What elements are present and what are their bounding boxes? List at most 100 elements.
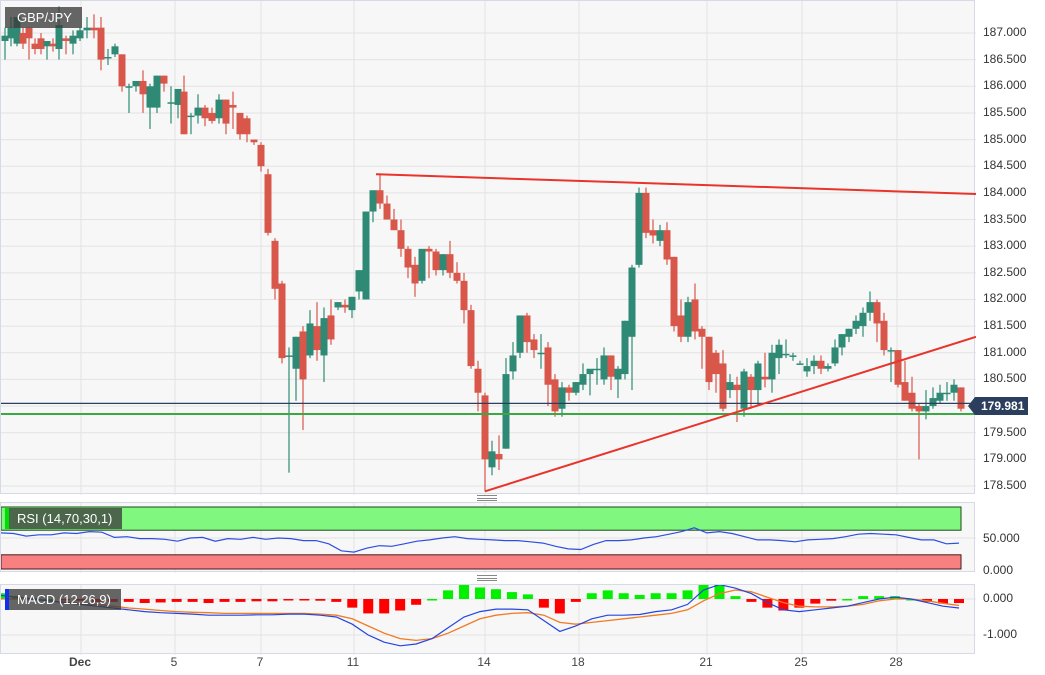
rsi-color-indicator: [5, 508, 9, 529]
candle: [852, 315, 860, 335]
candle: [264, 168, 272, 236]
candle: [118, 54, 126, 92]
candle: [334, 302, 342, 311]
candle: [621, 320, 629, 380]
rsi-tag: RSI (14,70,30,1): [5, 508, 123, 529]
symbol-label: GBP/JPY: [17, 10, 72, 25]
candle: [803, 358, 811, 377]
candle: [761, 352, 769, 388]
candle: [167, 86, 175, 124]
lower-support-trendline: [484, 335, 976, 493]
candle: [782, 339, 790, 359]
candle: [586, 368, 594, 396]
candle: [397, 219, 405, 257]
macd-axis-tick-neg1: -1.000: [983, 627, 1018, 641]
candle: [376, 174, 384, 209]
candle: [691, 283, 699, 340]
time-axis-tick: 5: [170, 655, 178, 669]
candle: [845, 328, 853, 343]
candle: [425, 246, 433, 279]
candle: [222, 99, 230, 135]
candle: [383, 195, 391, 220]
pane-resize-handle-rsi[interactable]: [477, 575, 497, 581]
macd-pane[interactable]: MACD (12,26,9): [0, 584, 976, 655]
pane-resize-handle-main[interactable]: [477, 495, 497, 501]
candle: [663, 222, 671, 265]
candle: [698, 326, 706, 369]
candle: [90, 14, 98, 39]
price-axis-tick: 182.000: [983, 291, 1027, 306]
upper-resistance-trendline: [375, 173, 976, 195]
candle: [915, 403, 923, 460]
candle: [69, 30, 77, 55]
time-axis-tick: Dec: [68, 655, 92, 669]
candle: [600, 347, 608, 385]
candle: [306, 310, 314, 359]
rsi-pane[interactable]: RSI (14,70,30,1): [0, 502, 976, 573]
candle: [418, 248, 426, 284]
candle: [362, 211, 370, 300]
candle: [880, 312, 888, 356]
candle: [76, 27, 84, 41]
candle: [481, 392, 489, 492]
candle: [733, 376, 741, 423]
candle: [558, 382, 566, 417]
candle: [488, 440, 496, 476]
candle: [460, 272, 468, 324]
candle: [796, 360, 804, 365]
candle: [957, 387, 965, 412]
candle: [125, 83, 133, 113]
candle: [285, 347, 293, 473]
candle: [775, 339, 783, 375]
price-axis-tick: 186.500: [983, 51, 1027, 66]
candle: [243, 115, 251, 143]
candle: [516, 315, 524, 359]
candle: [25, 27, 33, 60]
candle: [432, 248, 440, 276]
time-axis-tick: 7: [256, 655, 264, 669]
candle: [656, 224, 664, 247]
candle: [866, 291, 874, 321]
candle: [187, 112, 195, 135]
candle: [936, 384, 944, 404]
candle: [509, 342, 517, 380]
candle: [404, 246, 412, 279]
candle: [726, 374, 734, 399]
candle: [37, 33, 45, 55]
time-axis-tick: 28: [889, 655, 903, 669]
price-chart-pane[interactable]: GBP/JPY: [0, 0, 976, 495]
price-axis-tick: 186.000: [983, 78, 1027, 93]
candle: [684, 296, 692, 343]
time-axis-tick: 18: [571, 655, 585, 669]
price-axis-tick: 180.500: [983, 371, 1027, 386]
candle: [523, 312, 531, 353]
last-price-tag: 179.981: [967, 397, 1029, 415]
candle: [355, 270, 363, 300]
candle: [635, 187, 643, 268]
rsi-axis-tick-0: 0.000: [983, 563, 1014, 577]
candle: [153, 75, 161, 113]
candle: [160, 75, 168, 92]
candle: [43, 40, 51, 60]
candle: [411, 256, 419, 297]
candle: [677, 299, 685, 343]
candle: [320, 307, 328, 383]
candle: [614, 366, 622, 399]
candle: [390, 208, 398, 231]
price-axis-tick: 184.000: [983, 184, 1027, 199]
candle: [201, 104, 209, 127]
candle: [901, 360, 909, 401]
price-axis-tick: 183.500: [983, 211, 1027, 226]
rsi-label: RSI (14,70,30,1): [17, 511, 113, 526]
candlestick-chart[interactable]: [1, 1, 976, 495]
candle: [313, 302, 321, 361]
candle: [649, 219, 657, 244]
candle: [628, 264, 636, 391]
macd-chart[interactable]: [1, 585, 976, 655]
candle: [572, 382, 580, 396]
rsi-chart[interactable]: [1, 503, 976, 573]
candle: [642, 187, 650, 239]
time-axis-tick: 14: [477, 655, 491, 669]
candle: [873, 299, 881, 343]
rsi-axis-tick-50: 50.000: [983, 531, 1020, 545]
